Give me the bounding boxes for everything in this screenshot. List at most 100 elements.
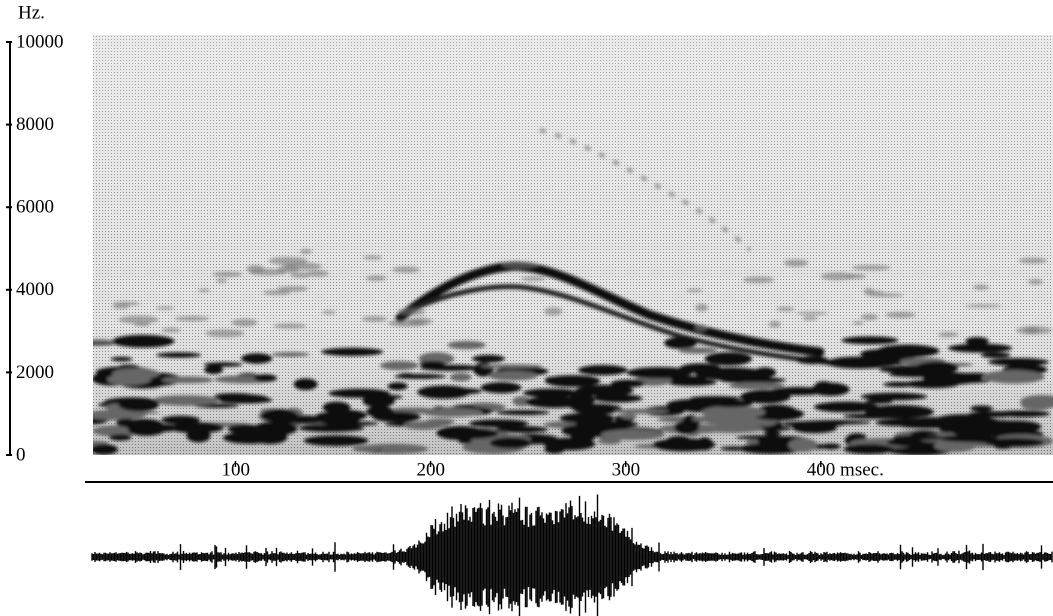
energy-blob bbox=[249, 269, 286, 276]
energy-blob bbox=[91, 410, 159, 414]
energy-blob bbox=[205, 329, 244, 337]
energy-blob bbox=[769, 321, 781, 328]
energy-blob bbox=[576, 421, 638, 428]
energy-blob bbox=[593, 394, 642, 402]
energy-blob bbox=[983, 370, 1045, 384]
energy-blob bbox=[274, 323, 307, 328]
energy-blob bbox=[852, 265, 891, 270]
x-tick-label: 400 msec. bbox=[807, 459, 884, 480]
chart: Hz. 0200040006000800010000100200300400 m… bbox=[0, 0, 1053, 616]
energy-blob bbox=[709, 400, 753, 407]
energy-blob bbox=[261, 409, 298, 422]
energy-blob bbox=[877, 345, 940, 358]
energy-blob bbox=[336, 422, 378, 426]
energy-blob bbox=[729, 382, 785, 389]
energy-blob bbox=[620, 414, 637, 419]
energy-blob bbox=[821, 272, 855, 280]
energy-blob bbox=[425, 419, 455, 425]
energy-blob bbox=[915, 362, 959, 375]
energy-blob bbox=[480, 364, 543, 368]
energy-blob bbox=[271, 352, 309, 357]
energy-blob bbox=[521, 276, 545, 280]
energy-blob bbox=[844, 444, 894, 454]
energy-blob bbox=[422, 408, 483, 417]
energy-blob bbox=[481, 382, 522, 393]
energy-blob bbox=[90, 444, 118, 454]
energy-blob bbox=[653, 438, 716, 451]
energy-blob bbox=[373, 412, 421, 422]
energy-blob bbox=[544, 438, 596, 450]
energy-blob bbox=[241, 353, 272, 363]
energy-blob bbox=[544, 307, 562, 315]
waveform bbox=[92, 495, 1052, 616]
energy-blob bbox=[496, 410, 549, 415]
energy-blob bbox=[796, 356, 828, 364]
energy-blob bbox=[388, 382, 408, 390]
energy-blob bbox=[109, 434, 131, 440]
energy-blob bbox=[573, 404, 622, 414]
energy-blob bbox=[988, 358, 1049, 366]
energy-blob bbox=[134, 322, 150, 326]
energy-blob bbox=[304, 435, 369, 446]
energy-blob bbox=[948, 344, 1012, 353]
energy-blob bbox=[232, 319, 258, 327]
x-tick-label: 200 bbox=[417, 459, 446, 480]
energy-blob bbox=[981, 352, 1011, 358]
energy-blob bbox=[253, 422, 298, 436]
energy-blob bbox=[734, 374, 750, 378]
energy-blob bbox=[277, 286, 308, 292]
energy-blob bbox=[796, 312, 828, 315]
energy-blob bbox=[214, 393, 255, 400]
energy-blob bbox=[848, 433, 866, 439]
energy-blob bbox=[736, 435, 789, 439]
energy-blob bbox=[216, 279, 227, 283]
energy-blob bbox=[776, 307, 794, 311]
energy-blob bbox=[523, 389, 579, 398]
energy-blob bbox=[853, 321, 864, 325]
energy-blob bbox=[811, 383, 850, 396]
energy-blob bbox=[883, 382, 916, 387]
energy-blob bbox=[300, 249, 312, 254]
energy-blob bbox=[112, 302, 140, 306]
energy-blob bbox=[885, 312, 915, 318]
energy-blob bbox=[294, 378, 318, 390]
energy-blob bbox=[323, 402, 351, 413]
energy-blob bbox=[893, 435, 944, 440]
energy-blob bbox=[398, 308, 426, 315]
energy-blob bbox=[450, 373, 472, 381]
energy-blob bbox=[362, 316, 387, 322]
x-tick-label: 300 bbox=[612, 459, 641, 480]
energy-blob bbox=[764, 431, 781, 436]
energy-blob bbox=[119, 316, 159, 324]
energy-blob bbox=[156, 306, 174, 309]
y-tick-label: 6000 bbox=[16, 197, 54, 218]
energy-blob bbox=[204, 362, 243, 366]
energy-blob bbox=[938, 332, 958, 337]
energy-blob bbox=[502, 261, 539, 268]
energy-blob bbox=[1028, 279, 1043, 284]
energy-blob bbox=[784, 259, 808, 266]
energy-blob bbox=[973, 285, 989, 290]
energy-blob bbox=[162, 328, 181, 332]
energy-blob bbox=[664, 337, 697, 349]
energy-blob bbox=[490, 437, 531, 448]
energy-blob bbox=[81, 339, 115, 346]
energy-blob bbox=[488, 371, 538, 381]
energy-blob bbox=[290, 272, 310, 278]
energy-blob bbox=[701, 425, 764, 433]
energy-blob bbox=[802, 316, 817, 320]
energy-blob bbox=[861, 314, 878, 320]
energy-blob bbox=[283, 262, 322, 269]
energy-blob bbox=[861, 393, 928, 401]
y-tick-label: 8000 bbox=[16, 114, 54, 135]
energy-blob bbox=[821, 444, 841, 450]
energy-blob bbox=[388, 320, 426, 327]
energy-blob bbox=[204, 365, 223, 374]
waveform-trace bbox=[92, 495, 1052, 616]
energy-blob bbox=[758, 390, 822, 394]
energy-blob bbox=[161, 377, 213, 384]
energy-blob bbox=[496, 426, 548, 433]
energy-blob bbox=[366, 275, 386, 281]
energy-blob bbox=[985, 438, 1044, 447]
energy-blob bbox=[721, 446, 748, 450]
